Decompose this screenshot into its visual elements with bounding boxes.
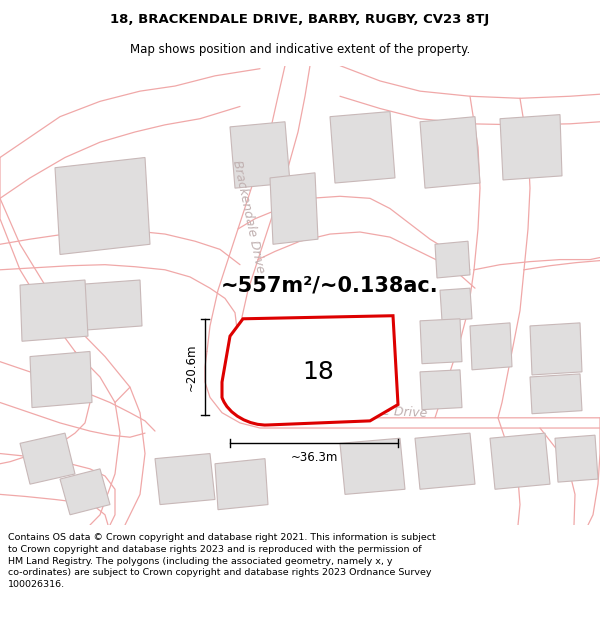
Polygon shape	[230, 122, 290, 188]
Text: ~36.3m: ~36.3m	[290, 451, 338, 464]
Text: 18, BRACKENDALE DRIVE, BARBY, RUGBY, CV23 8TJ: 18, BRACKENDALE DRIVE, BARBY, RUGBY, CV2…	[110, 13, 490, 26]
Text: 18: 18	[302, 360, 334, 384]
Polygon shape	[60, 469, 110, 515]
Polygon shape	[55, 158, 150, 254]
Polygon shape	[415, 433, 475, 489]
Text: Brackendale Drive: Brackendale Drive	[312, 401, 428, 420]
Polygon shape	[530, 323, 582, 375]
Polygon shape	[330, 111, 395, 183]
PathPatch shape	[222, 316, 398, 425]
Polygon shape	[420, 370, 462, 409]
Polygon shape	[70, 280, 142, 331]
Polygon shape	[340, 438, 405, 494]
Polygon shape	[155, 454, 215, 504]
Polygon shape	[500, 114, 562, 180]
Polygon shape	[470, 323, 512, 370]
Polygon shape	[30, 351, 92, 408]
Polygon shape	[420, 319, 462, 364]
Polygon shape	[215, 459, 268, 509]
Polygon shape	[490, 433, 550, 489]
Text: Contains OS data © Crown copyright and database right 2021. This information is : Contains OS data © Crown copyright and d…	[8, 533, 436, 589]
Polygon shape	[20, 280, 88, 341]
Text: Brackendale Drive: Brackendale Drive	[230, 159, 266, 274]
Text: Map shows position and indicative extent of the property.: Map shows position and indicative extent…	[130, 42, 470, 56]
Polygon shape	[440, 288, 472, 321]
Polygon shape	[530, 374, 582, 414]
Polygon shape	[555, 435, 598, 482]
Polygon shape	[270, 173, 318, 244]
Text: ~20.6m: ~20.6m	[185, 343, 197, 391]
Polygon shape	[435, 241, 470, 278]
Text: ~557m²/~0.138ac.: ~557m²/~0.138ac.	[221, 275, 439, 295]
Polygon shape	[420, 117, 480, 188]
Polygon shape	[20, 433, 75, 484]
